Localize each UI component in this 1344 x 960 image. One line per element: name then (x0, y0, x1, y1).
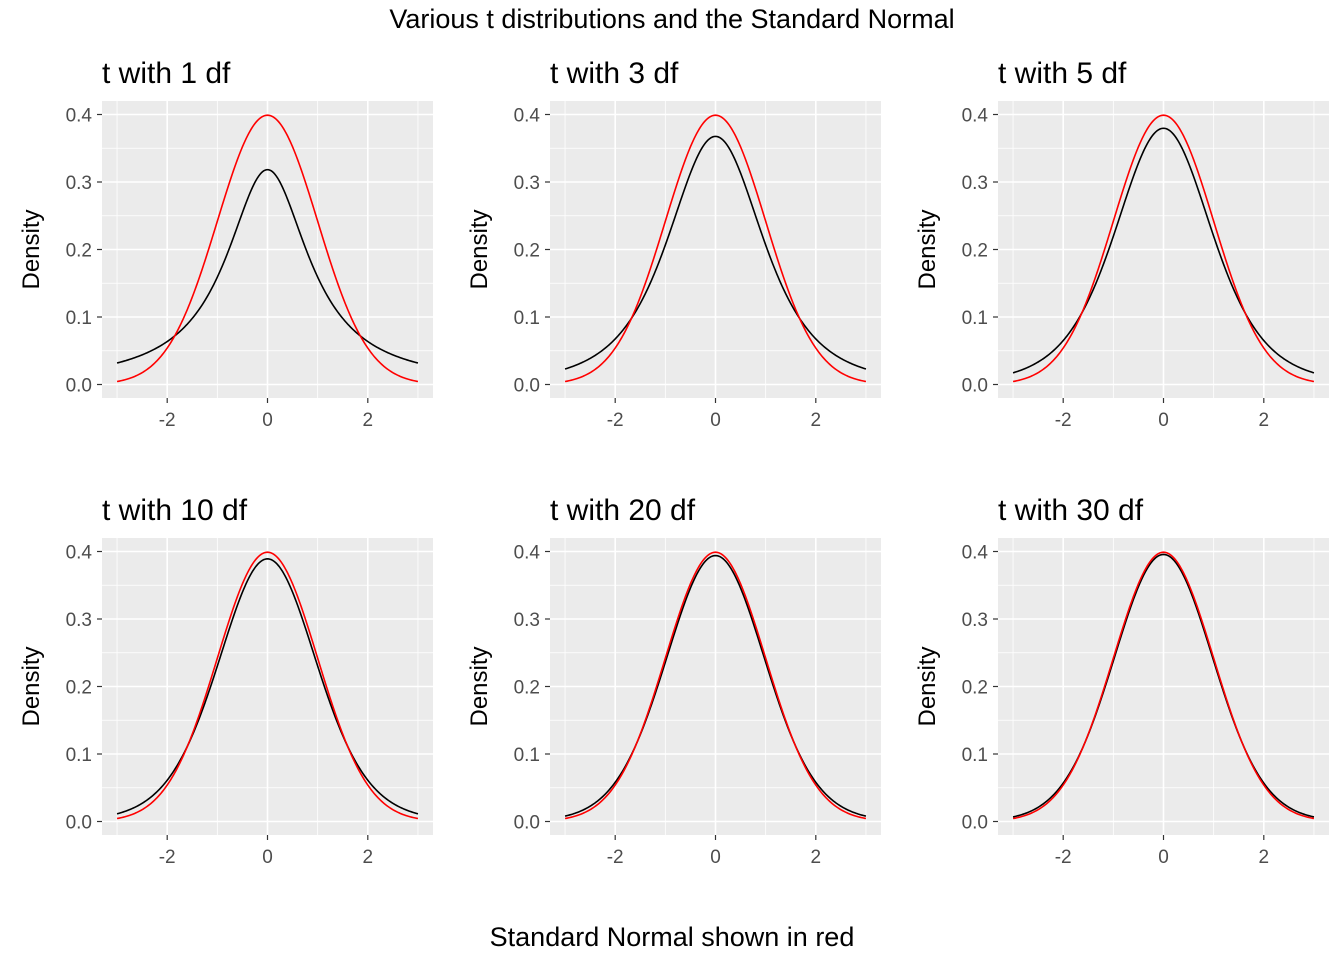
t-density-line (1012, 127, 1315, 374)
normal-density-line (564, 114, 867, 383)
y-tick-label: 0.2 (962, 678, 988, 699)
figure-caption: Standard Normal shown in red (489, 922, 855, 952)
x-tick-label: -2 (607, 847, 624, 868)
normal-density-line (116, 114, 419, 383)
panel-title: t with 3 df (550, 57, 679, 90)
x-tick-label: 0 (710, 410, 721, 431)
x-tick-label: 0 (262, 847, 273, 868)
y-tick-label: 0.0 (66, 376, 92, 397)
y-tick-label: 0.0 (514, 813, 540, 834)
y-tick-label: 0.4 (962, 543, 989, 564)
y-tick-label: 0.2 (66, 241, 92, 262)
x-tick-label: 2 (363, 410, 374, 431)
y-axis-label: Density (466, 646, 493, 726)
y-tick-label: 0.4 (514, 543, 541, 564)
y-tick-label: 0.1 (962, 745, 988, 766)
y-tick-label: 0.0 (962, 376, 988, 397)
figure-title: Various t distributions and the Standard… (389, 4, 955, 34)
y-tick-label: 0.3 (962, 610, 988, 631)
chart-panel-3: t with 10 df -2 0 2 0.0 0.1 0.2 0.3 0.4 Density (18, 494, 433, 868)
y-tick-label: 0.1 (962, 308, 988, 329)
normal-density-line (1012, 551, 1315, 820)
x-tick-label: -2 (1055, 847, 1072, 868)
x-tick-label: 0 (262, 410, 273, 431)
panel-title: t with 5 df (998, 57, 1127, 90)
y-axis-label: Density (18, 646, 45, 726)
y-tick-label: 0.0 (514, 376, 540, 397)
y-axis-label: Density (466, 209, 493, 289)
x-tick-label: -2 (159, 847, 176, 868)
x-tick-label: 0 (1158, 847, 1169, 868)
y-tick-label: 0.3 (66, 173, 92, 194)
t-density-line (1012, 553, 1315, 818)
y-tick-label: 0.3 (962, 173, 988, 194)
x-tick-label: 2 (1259, 847, 1270, 868)
x-tick-label: 0 (1158, 410, 1169, 431)
y-tick-label: 0.4 (962, 106, 989, 127)
t-density-line (116, 168, 419, 364)
chart-panel-0: t with 1 df -2 0 2 0.0 0.1 0.2 0.3 0.4 Density (18, 57, 433, 431)
chart-panel-2: t with 5 df -2 0 2 0.0 0.1 0.2 0.3 0.4 Density (914, 57, 1329, 431)
chart-panel-1: t with 3 df -2 0 2 0.0 0.1 0.2 0.3 0.4 Density (466, 57, 881, 431)
chart-panel-5: t with 30 df -2 0 2 0.0 0.1 0.2 0.3 0.4 Density (914, 494, 1329, 868)
y-tick-label: 0.0 (66, 813, 92, 834)
y-tick-label: 0.0 (962, 813, 988, 834)
y-tick-label: 0.3 (514, 173, 540, 194)
y-tick-label: 0.4 (66, 106, 93, 127)
panel-title: t with 10 df (102, 494, 248, 527)
y-tick-label: 0.1 (514, 308, 540, 329)
normal-density-line (1012, 114, 1315, 383)
y-axis-label: Density (914, 209, 941, 289)
y-tick-label: 0.4 (66, 543, 93, 564)
x-tick-label: -2 (1055, 410, 1072, 431)
t-density-line (116, 558, 419, 815)
y-tick-label: 0.3 (514, 610, 540, 631)
y-tick-label: 0.1 (66, 745, 92, 766)
x-tick-label: 0 (710, 847, 721, 868)
x-tick-label: 2 (811, 410, 822, 431)
y-tick-label: 0.3 (66, 610, 92, 631)
t-density-line (564, 554, 867, 817)
y-tick-label: 0.2 (514, 678, 540, 699)
y-tick-label: 0.2 (66, 678, 92, 699)
y-tick-label: 0.2 (514, 241, 540, 262)
y-tick-label: 0.4 (514, 106, 541, 127)
y-axis-label: Density (914, 646, 941, 726)
x-tick-label: -2 (159, 410, 176, 431)
x-tick-label: 2 (811, 847, 822, 868)
normal-density-line (564, 551, 867, 820)
y-tick-label: 0.2 (962, 241, 988, 262)
t-density-line (564, 135, 867, 370)
y-axis-label: Density (18, 209, 45, 289)
chart-panel-4: t with 20 df -2 0 2 0.0 0.1 0.2 0.3 0.4 Density (466, 494, 881, 868)
y-tick-label: 0.1 (514, 745, 540, 766)
y-tick-label: 0.1 (66, 308, 92, 329)
x-tick-label: 2 (363, 847, 374, 868)
panel-title: t with 30 df (998, 494, 1144, 527)
x-tick-label: -2 (607, 410, 624, 431)
panel-title: t with 1 df (102, 57, 231, 90)
panel-title: t with 20 df (550, 494, 696, 527)
normal-density-line (116, 551, 419, 820)
x-tick-label: 2 (1259, 410, 1270, 431)
